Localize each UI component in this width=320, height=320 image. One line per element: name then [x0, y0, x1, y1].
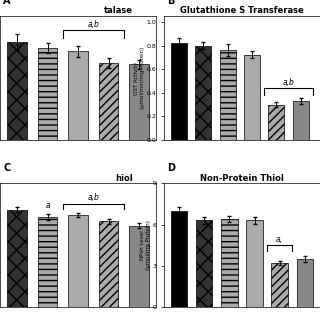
Bar	[7, 42, 27, 140]
Bar	[246, 220, 263, 307]
Bar	[293, 101, 309, 140]
Bar	[271, 263, 288, 307]
Bar	[68, 52, 88, 140]
Bar	[171, 43, 187, 140]
Text: hiol: hiol	[115, 173, 133, 182]
Bar	[129, 226, 149, 307]
Bar	[129, 64, 149, 140]
Bar	[38, 48, 58, 140]
Bar	[195, 45, 211, 140]
Y-axis label: NPsh Level
(μmol/mg Protein): NPsh Level (μmol/mg Protein)	[140, 220, 151, 270]
Title: Glutathione S Transferase: Glutathione S Transferase	[180, 6, 304, 15]
Title: Non-Protein Thiol: Non-Protein Thiol	[200, 173, 284, 182]
Bar	[7, 210, 27, 307]
Bar	[220, 50, 236, 140]
Text: A: A	[3, 0, 11, 6]
Bar	[221, 219, 237, 307]
Text: a: a	[45, 201, 50, 210]
Text: B: B	[167, 0, 174, 6]
Bar	[297, 259, 313, 307]
Bar	[244, 55, 260, 140]
Bar	[38, 217, 58, 307]
Y-axis label: GST Activity
(μmol/min/mg Protein): GST Activity (μmol/min/mg Protein)	[134, 47, 145, 109]
Text: a,b: a,b	[87, 193, 99, 203]
Bar	[196, 220, 212, 307]
Bar	[68, 215, 88, 307]
Bar	[171, 211, 187, 307]
Text: D: D	[167, 163, 175, 173]
Bar	[99, 63, 118, 140]
Bar	[99, 221, 118, 307]
Text: talase: talase	[104, 6, 133, 15]
Text: C: C	[3, 163, 10, 173]
Bar	[268, 105, 284, 140]
Text: a,b: a,b	[87, 20, 99, 29]
Text: a,: a,	[276, 235, 283, 244]
Text: a,b: a,b	[283, 78, 294, 87]
